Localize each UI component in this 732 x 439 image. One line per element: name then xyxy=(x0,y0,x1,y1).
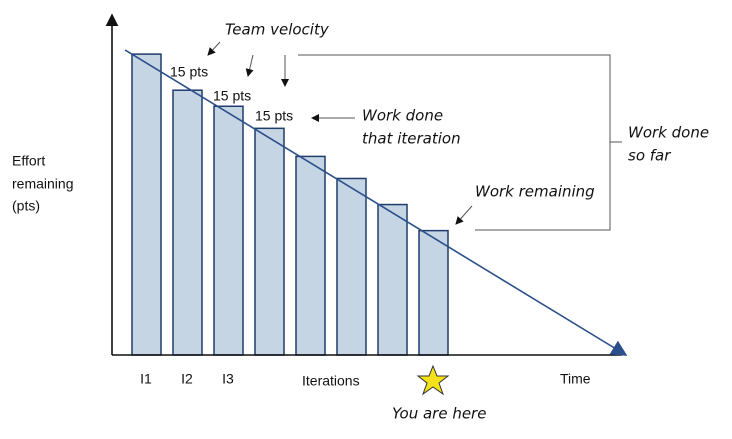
bar xyxy=(377,203,408,356)
y-label: Effort xyxy=(12,153,45,169)
velocity-label: 15 pts xyxy=(255,108,293,124)
x-tick-label: I3 xyxy=(222,371,234,387)
x-end-label: Time xyxy=(560,371,591,387)
trend-line xyxy=(124,49,628,356)
x-tick-label: I1 xyxy=(140,371,152,387)
bar xyxy=(131,53,162,356)
velocity-label: 15 pts xyxy=(213,88,251,104)
annotation: Work remaining xyxy=(475,183,595,201)
y-label: (pts) xyxy=(12,198,40,214)
star xyxy=(416,364,450,396)
annotation: so far xyxy=(628,147,671,165)
bar xyxy=(418,229,449,356)
annotation: Work done xyxy=(362,107,443,125)
arrow xyxy=(455,205,473,225)
bar xyxy=(254,127,285,356)
annotation: that iteration xyxy=(362,130,461,148)
annotation: You are here xyxy=(392,405,486,423)
bar xyxy=(172,89,203,356)
bar xyxy=(213,105,244,356)
x-label: Iterations xyxy=(302,373,360,389)
arrow xyxy=(245,54,254,77)
x-tick-label: I2 xyxy=(181,371,193,387)
bar xyxy=(336,177,367,356)
velocity-label: 15 pts xyxy=(170,64,208,80)
arrow xyxy=(207,41,221,56)
bar xyxy=(295,155,326,356)
y-label: remaining xyxy=(12,176,73,192)
annotation: Team velocity xyxy=(225,21,330,39)
annotation: Work done xyxy=(628,124,709,142)
bars xyxy=(131,53,449,356)
